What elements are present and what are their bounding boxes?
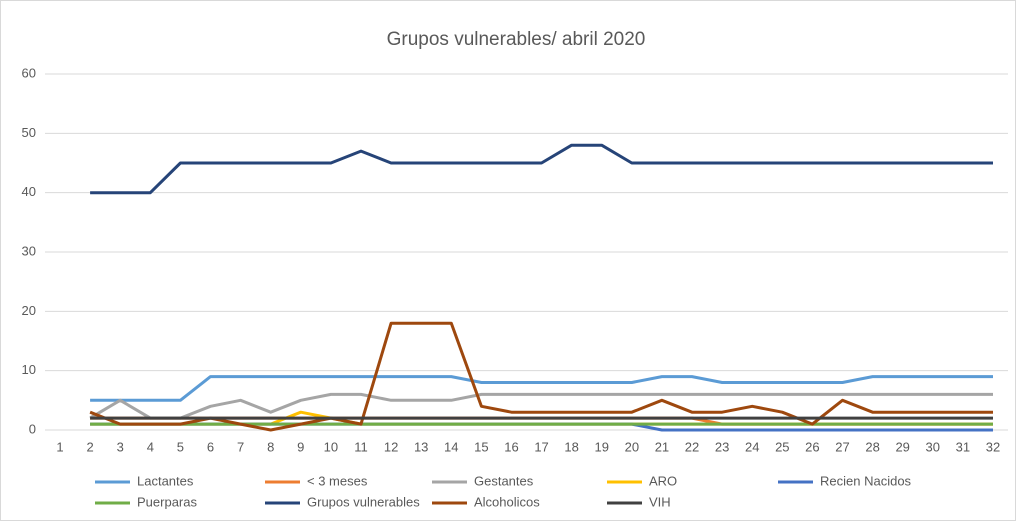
y-tick-label: 20 bbox=[22, 303, 36, 318]
series-line bbox=[89, 321, 993, 432]
chart-title: Grupos vulnerables/ abril 2020 bbox=[387, 29, 646, 50]
x-tick-label: 6 bbox=[207, 439, 214, 454]
legend-label: < 3 meses bbox=[307, 473, 368, 488]
x-tick-label: 21 bbox=[655, 439, 669, 454]
y-tick-label: 10 bbox=[22, 362, 36, 377]
x-tick-label: 7 bbox=[237, 439, 244, 454]
legend-label: Recien Nacidos bbox=[820, 473, 912, 488]
legend-label: Grupos vulnerables bbox=[307, 494, 420, 509]
x-tick-label: 3 bbox=[117, 439, 124, 454]
x-tick-label: 32 bbox=[986, 439, 1000, 454]
x-tick-label: 14 bbox=[444, 439, 458, 454]
series-line bbox=[90, 375, 993, 402]
series-line bbox=[90, 143, 993, 195]
x-tick-label: 31 bbox=[956, 439, 970, 454]
legend-label: Gestantes bbox=[474, 473, 534, 488]
x-tick-label: 12 bbox=[384, 439, 398, 454]
legend-label: VIH bbox=[649, 494, 671, 509]
x-tick-label: 23 bbox=[715, 439, 729, 454]
y-tick-label: 40 bbox=[22, 184, 36, 199]
x-tick-label: 15 bbox=[474, 439, 488, 454]
x-tick-label: 11 bbox=[354, 439, 368, 454]
x-tick-label: 5 bbox=[177, 439, 184, 454]
legend-label: Lactantes bbox=[137, 473, 194, 488]
x-tick-label: 10 bbox=[324, 439, 338, 454]
legend-label: Alcoholicos bbox=[474, 494, 540, 509]
y-tick-label: 0 bbox=[29, 421, 36, 436]
y-tick-label: 60 bbox=[22, 65, 36, 80]
x-tick-label: 29 bbox=[895, 439, 909, 454]
y-tick-label: 50 bbox=[22, 125, 36, 140]
legend-label: Puerparas bbox=[137, 494, 197, 509]
x-tick-label: 24 bbox=[745, 439, 759, 454]
x-tick-label: 20 bbox=[625, 439, 639, 454]
x-tick-label: 4 bbox=[147, 439, 154, 454]
x-tick-label: 9 bbox=[297, 439, 304, 454]
x-tick-label: 30 bbox=[926, 439, 940, 454]
x-tick-label: 1 bbox=[56, 439, 63, 454]
x-tick-label: 26 bbox=[805, 439, 819, 454]
y-tick-label: 30 bbox=[22, 243, 36, 258]
x-tick-label: 28 bbox=[865, 439, 879, 454]
x-tick-label: 13 bbox=[414, 439, 428, 454]
x-tick-label: 27 bbox=[835, 439, 849, 454]
series-line bbox=[89, 392, 993, 420]
x-tick-label: 22 bbox=[685, 439, 699, 454]
x-tick-label: 25 bbox=[775, 439, 789, 454]
legend-label: ARO bbox=[649, 473, 677, 488]
x-tick-label: 17 bbox=[534, 439, 548, 454]
x-tick-label: 18 bbox=[564, 439, 578, 454]
x-tick-label: 2 bbox=[87, 439, 94, 454]
x-tick-label: 16 bbox=[504, 439, 518, 454]
x-tick-label: 19 bbox=[595, 439, 609, 454]
x-tick-label: 8 bbox=[267, 439, 274, 454]
